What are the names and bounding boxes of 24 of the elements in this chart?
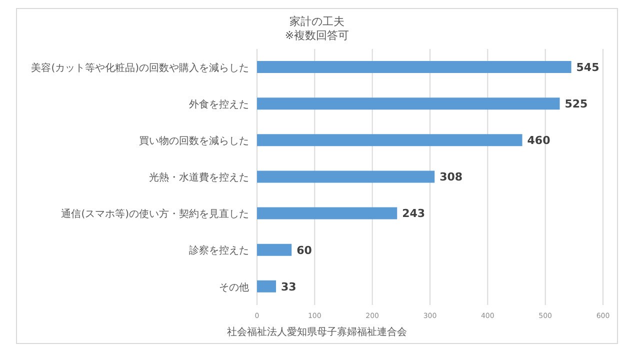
data-label: 525: [564, 97, 588, 110]
bar: [257, 170, 435, 183]
y-tick-label: 買い物の回数を減らした: [139, 134, 249, 147]
y-tick-label: 通信(スマホ等)の使い方・契約を見直した: [61, 208, 249, 220]
bar: [257, 207, 398, 220]
y-tick-label: 外食を控えた: [189, 98, 249, 110]
bar: [257, 98, 560, 110]
chart-title: 家計の工夫: [288, 15, 346, 29]
chart-subtitle: ※複数回答可: [284, 29, 350, 43]
data-label: 60: [296, 244, 312, 257]
y-tick-label: 診察を控えた: [189, 244, 249, 257]
data-label: 308: [440, 170, 463, 184]
bar: [257, 134, 522, 146]
bar: [257, 280, 276, 292]
text: 社会福祉法人愛知県母子寡婦福祉連合会: [226, 326, 408, 340]
bar: [257, 244, 292, 256]
y-tick-label: その他: [219, 281, 249, 294]
y-tick-label: 美容(カット等や化粧品)の回数や購入を減らした: [31, 62, 249, 74]
data-label: 545: [576, 60, 600, 74]
data-label: 33: [281, 280, 296, 294]
data-label: 243: [402, 207, 426, 220]
y-tick-label: 光熱・水道費を控えた: [149, 172, 249, 184]
bar: [257, 61, 572, 73]
data-label: 460: [527, 134, 551, 148]
